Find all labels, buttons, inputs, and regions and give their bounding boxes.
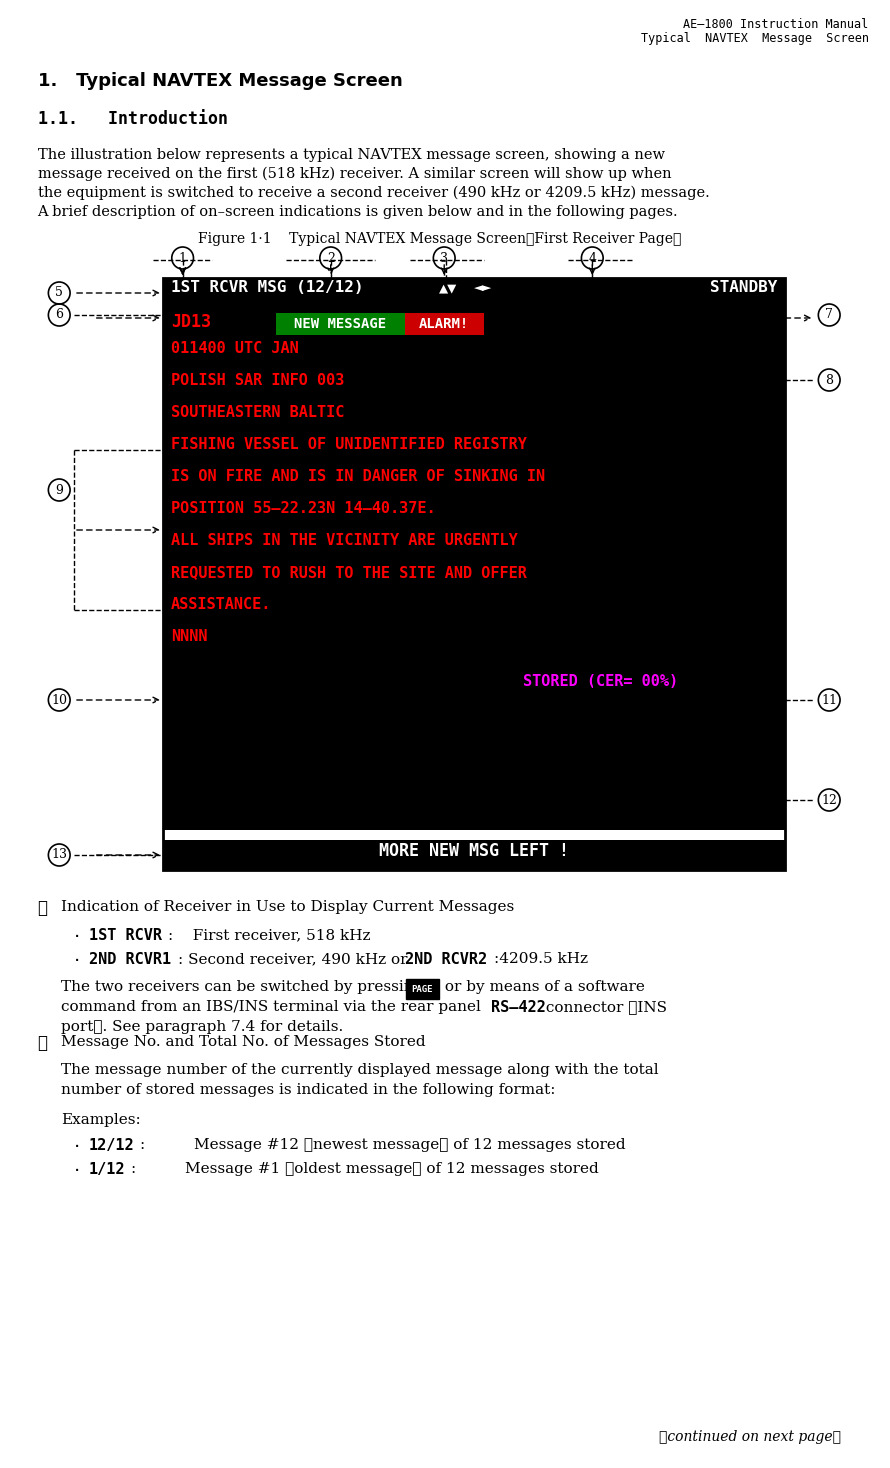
Text: Message No. and Total No. of Messages Stored: Message No. and Total No. of Messages St…	[61, 1035, 425, 1050]
Text: or by means of a software: or by means of a software	[441, 981, 645, 994]
Text: 2ND RCVR2: 2ND RCVR2	[405, 953, 487, 967]
Text: :    First receiver, 518 kHz: : First receiver, 518 kHz	[168, 928, 370, 942]
Text: ①: ①	[37, 900, 47, 918]
Text: IS ON FIRE AND IS IN DANGER OF SINKING IN: IS ON FIRE AND IS IN DANGER OF SINKING I…	[171, 468, 545, 484]
Text: ·: ·	[74, 1163, 80, 1180]
Text: NEW MESSAGE: NEW MESSAGE	[295, 317, 386, 330]
Text: 5: 5	[55, 286, 63, 299]
Text: STORED (CER= 00%): STORED (CER= 00%)	[523, 674, 678, 688]
Text: SOUTHEASTERN BALTIC: SOUTHEASTERN BALTIC	[171, 405, 344, 420]
Text: 1ST RCVR: 1ST RCVR	[89, 928, 162, 942]
FancyBboxPatch shape	[163, 308, 785, 829]
Text: （continued on next page）: （continued on next page）	[659, 1430, 841, 1445]
Text: A brief description of on–screen indications is given below and in the following: A brief description of on–screen indicat…	[37, 206, 678, 219]
Text: POSITION 55–22.23N 14–40.37E.: POSITION 55–22.23N 14–40.37E.	[171, 501, 435, 515]
Text: 7: 7	[825, 308, 833, 321]
Text: 2: 2	[327, 251, 335, 264]
Text: NNNN: NNNN	[171, 628, 207, 644]
Text: 4: 4	[588, 251, 596, 264]
Text: MORE NEW MSG LEFT !: MORE NEW MSG LEFT !	[379, 843, 569, 860]
Text: REQUESTED TO RUSH TO THE SITE AND OFFER: REQUESTED TO RUSH TO THE SITE AND OFFER	[171, 565, 527, 580]
Text: the equipment is switched to receive a second receiver (490 kHz or 4209.5 kHz) m: the equipment is switched to receive a s…	[37, 186, 709, 201]
Text: 11: 11	[821, 693, 837, 706]
Text: command from an IBS/INS terminal via the rear panel: command from an IBS/INS terminal via the…	[61, 1000, 486, 1014]
Text: connector （INS: connector （INS	[541, 1000, 667, 1014]
FancyBboxPatch shape	[163, 840, 785, 871]
Text: Examples:: Examples:	[61, 1113, 141, 1127]
Text: ·: ·	[74, 953, 80, 970]
Text: 1: 1	[179, 251, 187, 264]
Text: :          Message #12 （newest message） of 12 messages stored: : Message #12 （newest message） of 12 mes…	[140, 1138, 626, 1152]
Text: ALARM!: ALARM!	[419, 317, 469, 330]
Text: 1/12: 1/12	[89, 1163, 125, 1177]
FancyBboxPatch shape	[277, 313, 405, 335]
Text: POLISH SAR INFO 003: POLISH SAR INFO 003	[171, 373, 344, 388]
Text: 8: 8	[825, 373, 833, 386]
FancyBboxPatch shape	[163, 277, 785, 308]
Text: JD13: JD13	[171, 313, 211, 330]
Text: 13: 13	[52, 849, 68, 862]
Text: FISHING VESSEL OF UNIDENTIFIED REGISTRY: FISHING VESSEL OF UNIDENTIFIED REGISTRY	[171, 437, 527, 452]
Text: 12/12: 12/12	[89, 1138, 134, 1152]
Text: 9: 9	[55, 483, 63, 496]
Text: ▲▼: ▲▼	[440, 280, 457, 295]
Text: 1.1.   Introduction: 1.1. Introduction	[37, 110, 228, 128]
Text: The message number of the currently displayed message along with the total: The message number of the currently disp…	[61, 1063, 659, 1078]
Text: 10: 10	[52, 693, 68, 706]
Text: Typical  NAVTEX  Message  Screen: Typical NAVTEX Message Screen	[641, 32, 869, 46]
Text: 011400 UTC JAN: 011400 UTC JAN	[171, 341, 298, 357]
Text: :          Message #1 （oldest message） of 12 messages stored: : Message #1 （oldest message） of 12 mess…	[132, 1163, 599, 1176]
FancyBboxPatch shape	[405, 313, 483, 335]
Text: The illustration below represents a typical NAVTEX message screen, showing a new: The illustration below represents a typi…	[37, 148, 665, 161]
Text: port）. See paragraph 7.4 for details.: port）. See paragraph 7.4 for details.	[61, 1020, 344, 1033]
Text: number of stored messages is indicated in the following format:: number of stored messages is indicated i…	[61, 1083, 555, 1097]
Text: AE–1800 Instruction Manual: AE–1800 Instruction Manual	[684, 18, 869, 31]
Text: 12: 12	[821, 794, 837, 806]
Text: message received on the first (518 kHz) receiver. A similar screen will show up : message received on the first (518 kHz) …	[37, 167, 671, 182]
Text: :4209.5 kHz: :4209.5 kHz	[494, 953, 587, 966]
Text: RS–422: RS–422	[490, 1000, 546, 1014]
Text: 1.   Typical NAVTEX Message Screen: 1. Typical NAVTEX Message Screen	[37, 72, 402, 90]
Text: 3: 3	[441, 251, 449, 264]
Text: ②: ②	[37, 1035, 47, 1053]
Text: 2ND RCVR1: 2ND RCVR1	[89, 953, 171, 967]
Text: Indication of Receiver in Use to Display Current Messages: Indication of Receiver in Use to Display…	[61, 900, 514, 915]
Text: PAGE: PAGE	[412, 985, 433, 994]
Text: ·: ·	[74, 1138, 80, 1157]
Text: STANDBY: STANDBY	[709, 280, 777, 295]
Text: The two receivers can be switched by pressing: The two receivers can be switched by pre…	[61, 981, 428, 994]
Text: : Second receiver, 490 kHz or: : Second receiver, 490 kHz or	[178, 953, 412, 966]
Text: 6: 6	[55, 308, 63, 321]
Text: Figure 1·1    Typical NAVTEX Message Screen（First Receiver Page）: Figure 1·1 Typical NAVTEX Message Screen…	[198, 232, 681, 247]
Text: ·: ·	[74, 928, 80, 947]
FancyBboxPatch shape	[406, 979, 440, 1000]
Text: ALL SHIPS IN THE VICINITY ARE URGENTLY: ALL SHIPS IN THE VICINITY ARE URGENTLY	[171, 533, 517, 548]
Text: 1ST RCVR MSG (12/12): 1ST RCVR MSG (12/12)	[171, 280, 392, 295]
Text: ◄►: ◄►	[473, 280, 492, 295]
Text: ASSISTANCE.: ASSISTANCE.	[171, 597, 271, 612]
